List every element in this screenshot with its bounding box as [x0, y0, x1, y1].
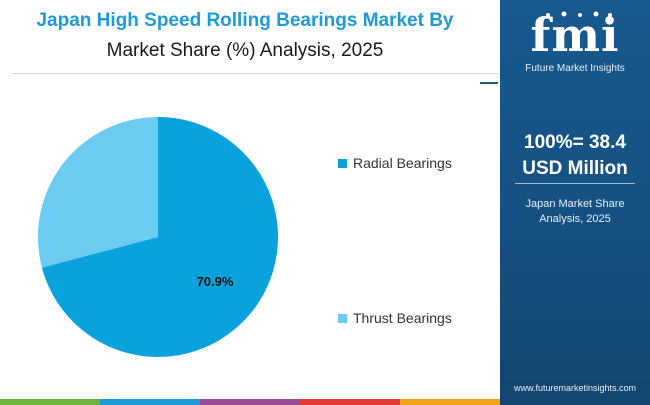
pie-slice-radial-bearings: [41, 117, 278, 357]
website-url: www.futuremarketinsights.com: [513, 383, 637, 393]
pie-data-label: 70.9%: [197, 274, 234, 289]
legend-label-radial-bearings: Radial Bearings: [353, 155, 452, 171]
bottom-bar-segment: [400, 399, 500, 405]
bottom-bar-segment: [300, 399, 400, 405]
chart-title-line2: Market Share (%) Analysis, 2025: [106, 40, 384, 61]
market-total: 100%= 38.4 USD Million: [500, 130, 650, 182]
chart-title-line1: Japan High Speed Rolling Bearings Market…: [36, 10, 454, 31]
pie-slice-thrust-bearings: [38, 117, 158, 268]
fmi-logo: fmi Future Market Insights: [512, 8, 638, 78]
panel-divider: [515, 183, 635, 184]
chart-title: Japan High Speed Rolling Bearings Market…: [0, 6, 490, 66]
logo-text: fmi: [530, 8, 620, 62]
bottom-color-bar: [0, 399, 500, 405]
summary-panel: fmi Future Market Insights 100%= 38.4 US…: [500, 0, 650, 405]
title-divider-accent: [480, 82, 498, 84]
legend-label-thrust-bearings: Thrust Bearings: [353, 310, 452, 326]
market-total-value: 100%= 38.4: [524, 132, 626, 153]
logo-subtitle: Future Market Insights: [525, 63, 625, 74]
legend-swatch-radial-bearings: [338, 158, 347, 168]
panel-subtitle-line2: Analysis, 2025: [539, 213, 611, 225]
legend-item-thrust-bearings: Thrust Bearings: [338, 310, 452, 326]
bottom-bar-segment: [0, 399, 100, 405]
legend-item-radial-bearings: Radial Bearings: [338, 155, 452, 171]
logo-dots-icon: [546, 11, 612, 17]
panel-subtitle: Japan Market Share Analysis, 2025: [500, 197, 650, 227]
market-total-unit: USD Million: [522, 158, 628, 179]
legend-swatch-thrust-bearings: [338, 313, 347, 323]
pie-chart: 70.9%: [38, 117, 278, 357]
title-divider: [12, 73, 499, 74]
bottom-bar-segment: [200, 399, 300, 405]
panel-subtitle-line1: Japan Market Share: [525, 198, 625, 210]
bottom-bar-segment: [100, 399, 200, 405]
